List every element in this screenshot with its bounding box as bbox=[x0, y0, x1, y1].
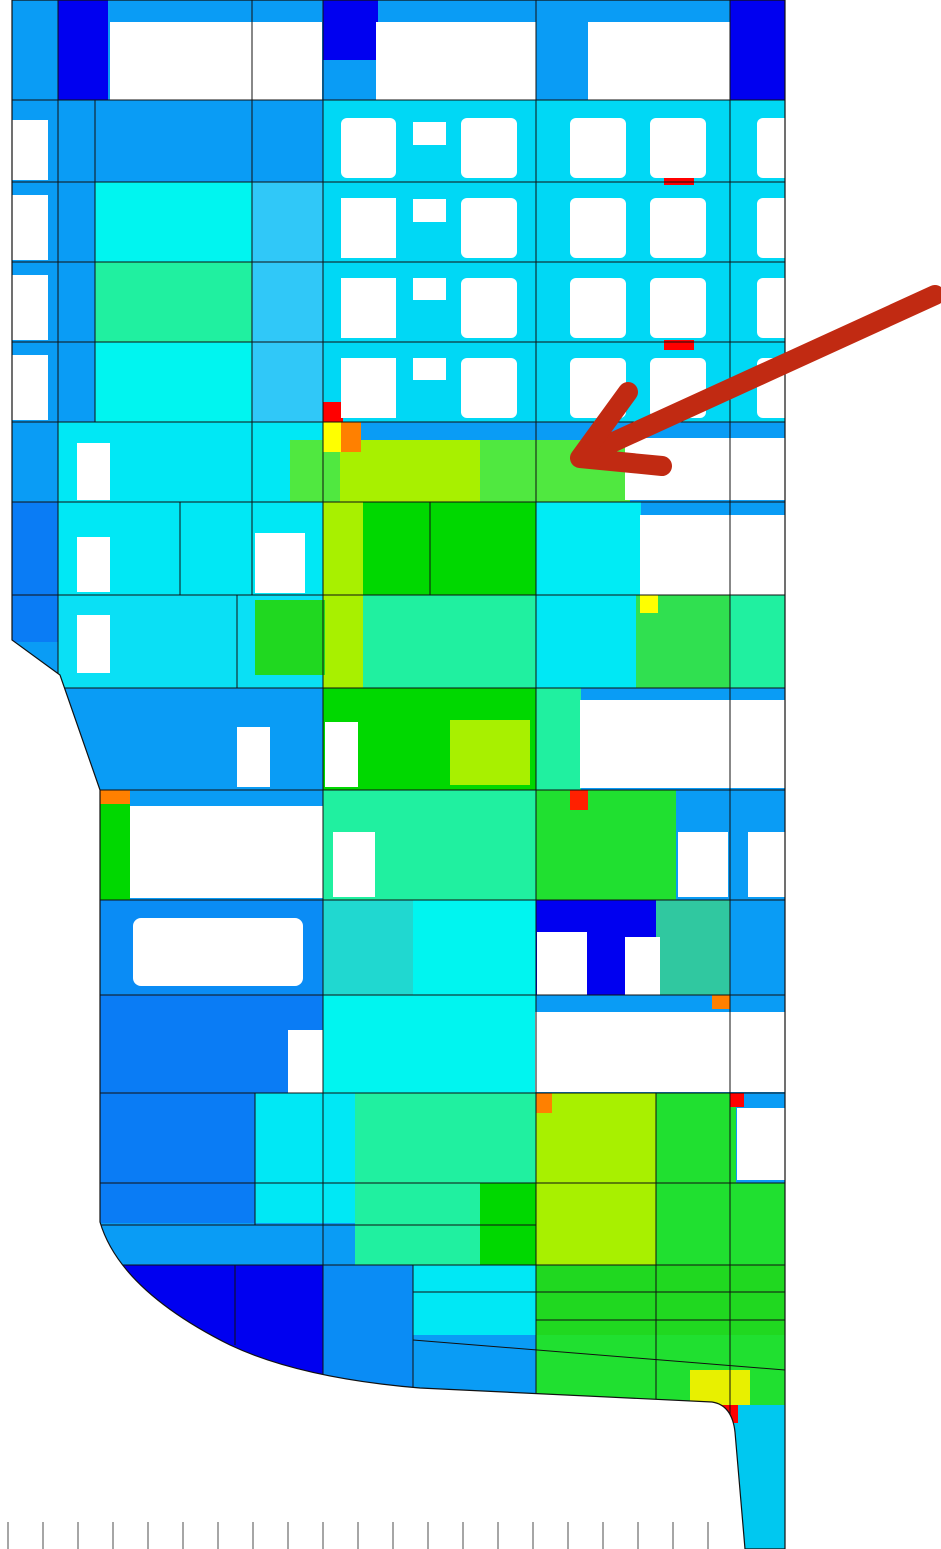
element-edges bbox=[12, 0, 785, 1549]
contour-regions bbox=[12, 0, 785, 1549]
outline bbox=[11, 0, 786, 1549]
ruler-ticks bbox=[7, 1522, 709, 1549]
hot-spots bbox=[100, 175, 744, 1423]
arrow bbox=[570, 285, 941, 476]
